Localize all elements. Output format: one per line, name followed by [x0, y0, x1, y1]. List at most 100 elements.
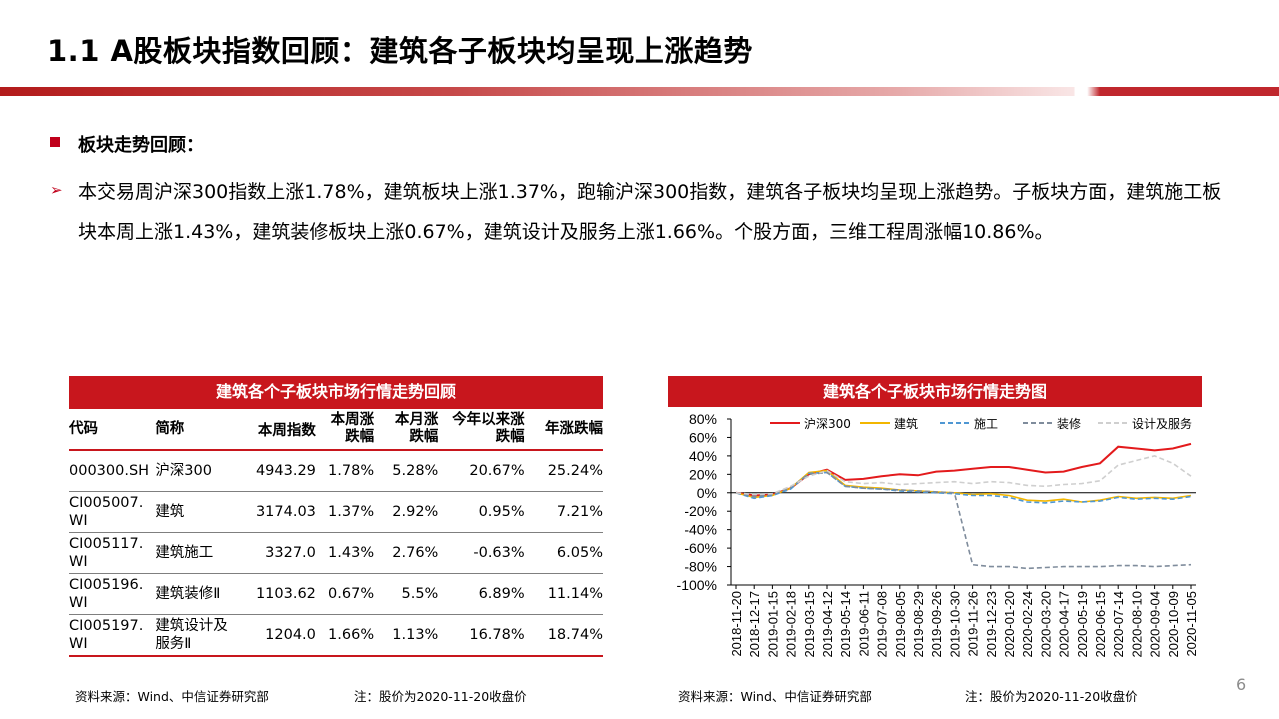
header-week: 本周涨 跌幅 — [315, 409, 375, 451]
y-tick-label: -40% — [684, 522, 717, 538]
header-year: 年涨跌幅 — [524, 409, 603, 451]
y-tick-label: 80% — [689, 411, 717, 427]
cell-month: 2.92% — [374, 491, 439, 533]
x-tick-label: 2020-07-14 — [1111, 591, 1126, 658]
x-tick-label: 2019-08-29 — [911, 591, 926, 658]
page-number: 6 — [1236, 675, 1247, 694]
table-grid: 代码 简称 本周指数 本周涨 跌幅 本月涨 跌幅 今年以来涨 跌幅 年涨跌幅 0003… — [69, 409, 603, 657]
section-bullet-square-icon — [50, 137, 60, 147]
cell-ytd: 16.78% — [438, 614, 525, 657]
y-tick-label: -20% — [684, 503, 717, 519]
cell-name: 建筑施工 — [155, 532, 248, 574]
cell-code: CI005117. WI — [69, 532, 156, 574]
series-line-4 — [735, 455, 1192, 496]
table-body: 000300.SH 沪深300 4943.29 1.78% 5.28% 20.67% 25.… — [69, 450, 603, 657]
series-line-1 — [735, 469, 1192, 503]
summary-paragraph: 本交易周沪深300指数上涨1.78%，建筑板块上涨1.37%，跑输沪深300指数… — [78, 181, 1222, 243]
cell-year: 7.21% — [524, 491, 603, 533]
cell-ytd: 0.95% — [438, 491, 525, 533]
arrow-bullet-icon: ➢ — [50, 181, 63, 199]
y-tick-label: 40% — [689, 448, 717, 464]
series-line-3 — [735, 471, 1192, 570]
cell-code: CI005197. WI — [69, 614, 156, 657]
table-row: 000300.SH 沪深300 4943.29 1.78% 5.28% 20.67% 25.… — [69, 450, 603, 492]
table-row: CI005117. WI 建筑施工 3327.0 1.43% 2.76% -0.63% 6.0… — [69, 532, 603, 574]
y-tick-label: 60% — [689, 429, 717, 445]
cell-code: 000300.SH — [69, 450, 156, 492]
cell-index: 3327.0 — [247, 532, 316, 574]
x-tick-label: 2020-01-20 — [1002, 591, 1017, 658]
x-tick-label: 2018-12-17 — [747, 591, 762, 658]
cell-code: CI005196. WI — [69, 573, 156, 615]
table-header-row: 代码 简称 本周指数 本周涨 跌幅 本月涨 跌幅 今年以来涨 跌幅 年涨跌幅 — [69, 409, 603, 451]
x-tick-label: 2019-07-08 — [875, 591, 890, 658]
table-note: 注：股价为2020-11-20收盘价 — [354, 689, 527, 704]
cell-year: 25.24% — [524, 450, 603, 492]
x-tick-label: 2019-10-30 — [947, 591, 962, 658]
chart-title: 建筑各个子板块市场行情走势图 — [668, 376, 1202, 407]
cell-year: 11.14% — [524, 573, 603, 615]
x-tick-label: 2019-05-14 — [838, 591, 853, 658]
series-line-0 — [735, 442, 1192, 497]
cell-ytd: 20.67% — [438, 450, 525, 492]
x-tick-label: 2020-06-15 — [1093, 591, 1108, 658]
legend-label: 施工 — [974, 417, 998, 431]
x-tick-label: 2019-08-05 — [893, 591, 908, 658]
cell-week: 1.78% — [315, 450, 375, 492]
header-month: 本月涨 跌幅 — [374, 409, 439, 451]
cell-month: 1.13% — [374, 614, 439, 657]
x-tick-label: 2020-09-04 — [1148, 591, 1163, 658]
table-title: 建筑各个子板块市场行情走势回顾 — [69, 376, 603, 407]
y-tick-label: -60% — [684, 540, 717, 556]
table-row: CI005197. WI 建筑设计及 服务Ⅱ 1204.0 1.66% 1.13% 16.78… — [69, 614, 603, 657]
slide-title: 1.1 A股板块指数回顾：建筑各子板块均呈现上涨趋势 — [47, 34, 753, 68]
y-tick-label: -80% — [684, 559, 717, 575]
x-tick-label: 2019-12-23 — [984, 591, 999, 658]
x-tick-label: 2020-10-09 — [1166, 591, 1181, 658]
sector-performance-table: 建筑各个子板块市场行情走势回顾 代码 简称 本周指数 本周涨 跌幅 本月涨 跌幅 今… — [69, 376, 603, 657]
header-ytd: 今年以来涨 跌幅 — [438, 409, 525, 451]
cell-week: 1.37% — [315, 491, 375, 533]
cell-index: 1103.62 — [247, 573, 316, 615]
cell-ytd: 6.89% — [438, 573, 525, 615]
cell-year: 6.05% — [524, 532, 603, 574]
chart-note: 注：股价为2020-11-20收盘价 — [965, 689, 1138, 704]
cell-index: 3174.03 — [247, 491, 316, 533]
legend-label: 设计及服务 — [1132, 416, 1192, 431]
x-tick-label: 2020-03-20 — [1038, 591, 1053, 658]
x-tick-label: 2019-03-15 — [802, 591, 817, 658]
sector-trend-chart: 80% 60% 40% 20% 0% -20% -40% -60% -80% -100% 2018-… — [677, 411, 1199, 658]
cell-index: 1204.0 — [247, 614, 316, 657]
cell-month: 5.28% — [374, 450, 439, 492]
legend-label: 装修 — [1057, 416, 1081, 431]
x-tick-label: 2020-05-19 — [1075, 591, 1090, 658]
cell-name: 建筑设计及 服务Ⅱ — [155, 614, 248, 657]
x-tick-label: 2019-02-18 — [784, 591, 799, 658]
header-code: 代码 — [69, 409, 156, 451]
cell-week: 1.43% — [315, 532, 375, 574]
x-tick-label: 2018-11-20 — [729, 591, 744, 657]
y-tick-label: -100% — [677, 577, 717, 593]
cell-name: 建筑装修Ⅱ — [155, 573, 248, 615]
x-tick-label: 2020-04-17 — [1057, 591, 1072, 658]
x-tick-label: 2020-08-10 — [1129, 591, 1144, 658]
x-tick-label: 2019-06-11 — [856, 591, 871, 657]
cell-name: 沪深300 — [155, 450, 248, 492]
cell-month: 5.5% — [374, 573, 439, 615]
cell-year: 18.74% — [524, 614, 603, 657]
title-divider-bar — [0, 87, 1279, 96]
cell-month: 2.76% — [374, 532, 439, 574]
legend-label: 沪深300 — [804, 417, 851, 431]
header-name: 简称 — [155, 409, 248, 451]
y-tick-label: 0% — [697, 485, 717, 501]
x-tick-label: 2019-04-12 — [820, 591, 835, 658]
table-top-rule — [69, 407, 603, 409]
cell-week: 1.66% — [315, 614, 375, 657]
cell-code: CI005007. WI — [69, 491, 156, 533]
legend-label: 建筑 — [894, 416, 918, 431]
cell-ytd: -0.63% — [438, 532, 525, 574]
section-heading: 板块走势回顾： — [78, 135, 204, 156]
table-source: 资料来源：Wind、中信证券研究部 — [75, 689, 269, 704]
x-tick-label: 2019-09-26 — [929, 591, 944, 658]
x-tick-label: 2019-11-26 — [966, 591, 981, 657]
